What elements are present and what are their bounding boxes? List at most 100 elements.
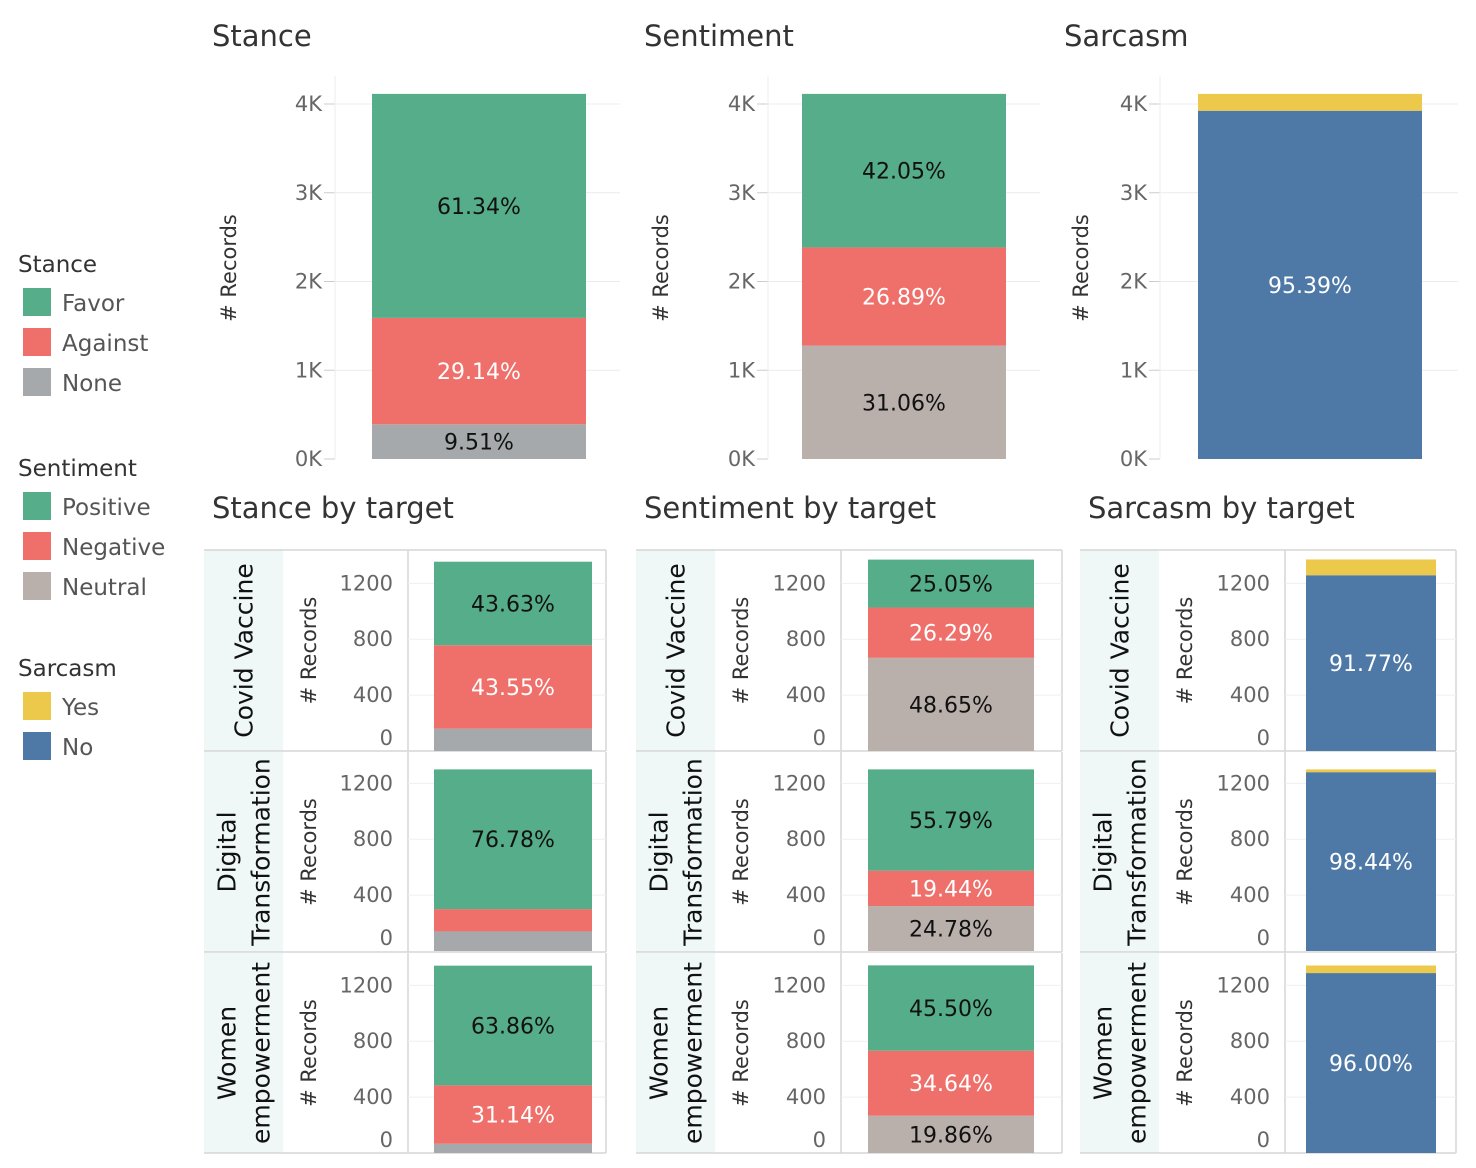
legend-swatch-against [23,328,51,356]
y-tick-label: 0K [728,447,756,471]
legend-label-positive: Positive [62,495,151,521]
bar-segment-negative [802,247,1006,346]
y-tick-label: 1K [728,358,756,382]
bar-segment-favor [372,93,586,318]
y-tick-label: 1200 [340,973,393,997]
bar-segment-yes [1306,559,1436,576]
bar-segment-yes [1198,93,1422,111]
data-label-neutral: 31.06% [862,391,946,416]
y-axis-title: # Records [1173,597,1197,705]
bar-segment-against [434,1085,592,1144]
facet-header-background [636,953,715,1153]
data-label-negative: 19.44% [909,877,993,902]
chart-title: Sentiment by target [644,491,936,525]
y-tick-label: 400 [786,683,826,707]
facet-header-background [1080,752,1159,952]
bar-segment-against [434,909,592,932]
bar-segment-against [434,645,592,729]
y-tick-label: 1200 [340,771,393,795]
data-label-positive: 42.05% [862,160,946,185]
facet-header-background [204,550,283,751]
bar-segment-neutral [802,345,1006,459]
facet-label: Digital [213,811,242,892]
legend-swatch-none [23,368,51,396]
bar-segment-no [1306,772,1436,951]
legend-sentiment: Sentiment Positive Negative Neutral [18,456,165,601]
y-tick-label: 800 [353,1029,393,1053]
y-tick-label: 4K [1120,92,1148,116]
chart-title: Stance by target [212,491,454,525]
y-axis-title: # Records [729,798,753,906]
y-tick-label: 800 [786,627,826,651]
legend-swatch-yes [23,692,51,720]
legend-title: Stance [18,252,97,278]
facet-label: Covid Vaccine [230,563,259,737]
legend-label-none: None [62,371,122,397]
chart-stance-by-target: Stance by target Covid Vaccine # Records 0 4… [204,491,607,1154]
y-tick-label: 800 [1230,1029,1270,1053]
chart-title: Sentiment [644,19,794,53]
facet-label: Digital [645,811,674,892]
legend-sarcasm: Sarcasm Yes No [18,656,117,761]
data-label-negative: 34.64% [909,1072,993,1097]
y-tick-label: 800 [353,627,393,651]
y-tick-label: 0 [1257,726,1270,750]
legend-label-neutral: Neutral [62,575,147,601]
y-tick-label: 0 [380,926,393,950]
y-tick-label: 3K [1120,181,1148,205]
bar-segment-neutral [868,906,1034,951]
y-axis-title: # Records [729,597,753,705]
facet-label: empowerment [1123,962,1152,1144]
facet-covid-vaccine: Covid Vaccine # Records 0 400 800 1200 43.55% 4… [204,549,607,752]
data-label-negative: 26.29% [909,622,993,647]
y-tick-label: 1200 [1217,973,1270,997]
y-tick-label: 0 [1257,1128,1270,1152]
facet-label: Women [1089,1006,1118,1100]
bar-segment-favor [434,561,592,646]
facet-label: Digital [1089,811,1118,892]
y-tick-label: 2K [295,270,323,294]
data-label-positive: 55.79% [909,809,993,834]
bar-segment-none [372,424,586,459]
facet-covid-vaccine: Covid Vaccine # Records 0 400 800 1200 48.65% 2… [636,549,1063,752]
bar-segment-negative [868,870,1034,907]
data-label-neutral: 19.86% [909,1123,993,1148]
y-axis-title: # Records [729,999,753,1107]
bar-segment-positive [868,559,1034,608]
y-tick-label: 800 [786,1029,826,1053]
y-tick-label: 400 [1230,683,1270,707]
facet-label: Transformation [1123,758,1152,947]
y-axis-title: # Records [1173,999,1197,1107]
data-label-favor: 61.34% [437,195,521,220]
data-label-against: 31.14% [471,1104,555,1129]
facet-header-background [204,953,283,1153]
legend-swatch-positive [23,492,51,520]
chart-title: Sarcasm by target [1088,491,1355,525]
data-label-no: 91.77% [1329,652,1413,677]
facet-label: Women [645,1006,674,1100]
legend-label-no: No [62,735,93,761]
data-label-neutral: 24.78% [909,918,993,943]
facet-label: empowerment [247,962,276,1144]
y-tick-label: 0 [813,726,826,750]
y-tick-label: 400 [786,1085,826,1109]
y-tick-label: 0 [1257,926,1270,950]
y-tick-label: 3K [728,181,756,205]
facet-digital-transformation: Digital Transformation # Records 0 400 800 120… [636,752,1063,953]
y-tick-label: 2K [1120,270,1148,294]
y-tick-label: 3K [295,181,323,205]
y-tick-label: 0 [380,726,393,750]
legend-swatch-favor [23,288,51,316]
legend-label-against: Against [62,331,148,357]
bar-segment-none [434,1143,592,1153]
data-label-neutral: 48.65% [909,693,993,718]
legend-title: Sarcasm [18,656,117,682]
y-tick-label: 400 [786,883,826,907]
legend-label-negative: Negative [62,535,165,561]
y-axis-title: # Records [1069,214,1093,322]
facet-label: Women [213,1006,242,1100]
y-tick-label: 0K [295,447,323,471]
y-tick-label: 4K [295,92,323,116]
facet-label: Covid Vaccine [1106,563,1135,737]
